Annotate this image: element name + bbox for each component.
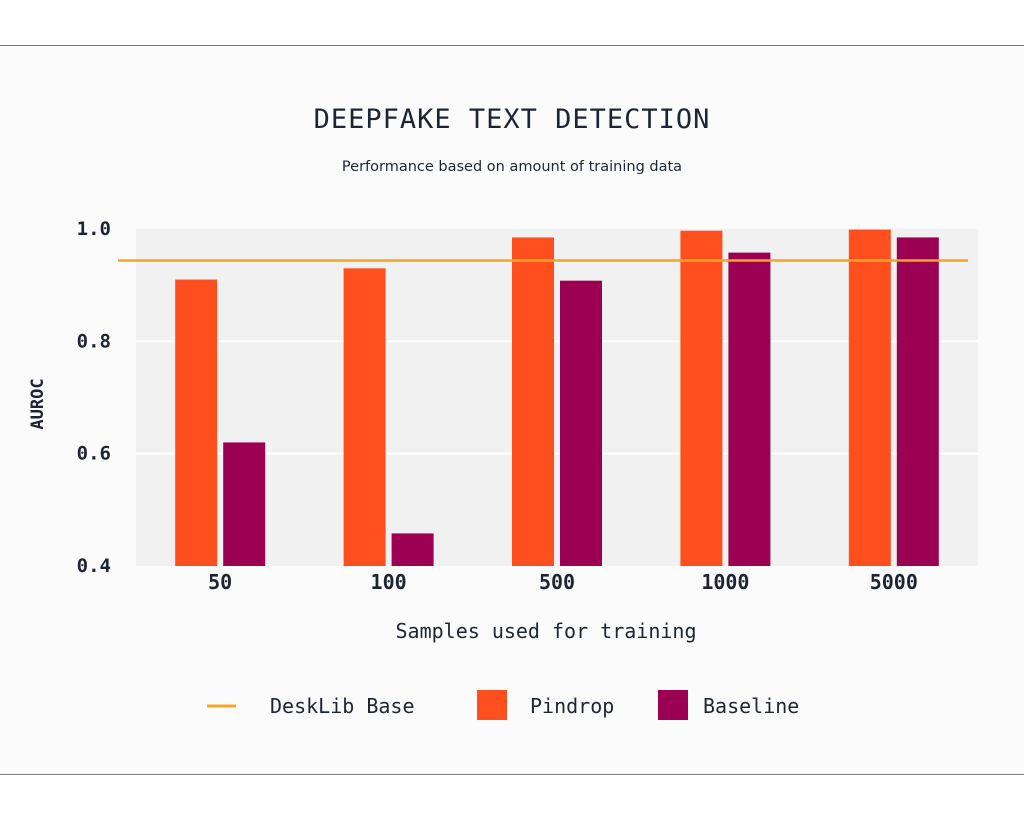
- y-axis-label: AUROC: [28, 378, 48, 429]
- y-tick-label: 0.4: [77, 555, 111, 577]
- x-tick-label: 5000: [870, 570, 918, 594]
- bars: [175, 229, 939, 567]
- bar-baseline-5000: [896, 237, 939, 567]
- y-tick-label: 1.0: [77, 218, 111, 240]
- bar-pindrop-5000: [848, 229, 891, 567]
- y-tick-labels: 1.0 0.8 0.6 0.4: [77, 218, 111, 577]
- x-tick-labels: 50 100 500 1000 5000: [208, 570, 918, 594]
- y-tick-label: 0.6: [77, 443, 111, 465]
- chart-title: DEEPFAKE TEXT DETECTION: [314, 104, 711, 135]
- x-tick-label: 50: [208, 570, 232, 594]
- legend-label-desklib: DeskLib Base: [270, 694, 415, 718]
- bar-pindrop-50: [175, 279, 218, 566]
- plot-area: [136, 229, 978, 566]
- x-tick-label: 500: [539, 570, 575, 594]
- bar-baseline-500: [560, 280, 602, 566]
- bar-pindrop-500: [512, 237, 554, 567]
- gridlines: [136, 340, 978, 455]
- legend-swatch-baseline: [658, 690, 688, 720]
- bar-baseline-1000: [728, 252, 771, 566]
- legend: DeskLib Base Pindrop Baseline: [207, 690, 799, 720]
- x-tick-label: 100: [371, 570, 407, 594]
- y-tick-label: 0.8: [77, 330, 111, 352]
- legend-swatch-pindrop: [477, 690, 507, 720]
- bar-baseline-50: [223, 442, 266, 566]
- bar-pindrop-1000: [680, 230, 723, 566]
- legend-label-pindrop: Pindrop: [530, 694, 614, 718]
- bar-baseline-100: [391, 533, 434, 566]
- bar-pindrop-100: [343, 268, 386, 566]
- legend-label-baseline: Baseline: [703, 694, 799, 718]
- x-tick-label: 1000: [701, 570, 749, 594]
- chart-subtitle: Performance based on amount of training …: [342, 159, 682, 175]
- x-axis-label: Samples used for training: [395, 619, 696, 643]
